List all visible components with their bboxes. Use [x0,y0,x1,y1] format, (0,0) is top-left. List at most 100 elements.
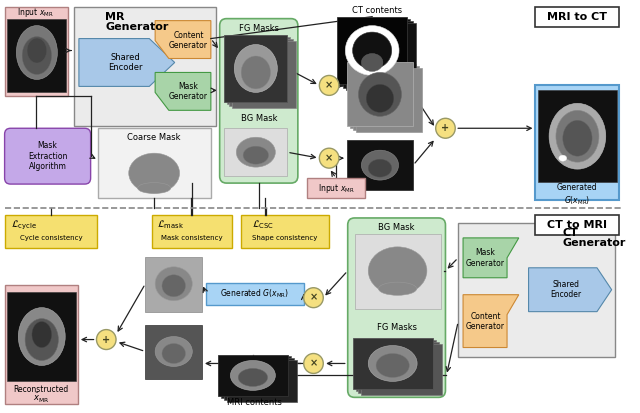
FancyBboxPatch shape [337,17,407,84]
Ellipse shape [345,26,399,76]
Ellipse shape [376,354,410,377]
Text: Shape consistency: Shape consistency [252,235,318,241]
FancyBboxPatch shape [232,40,296,108]
FancyBboxPatch shape [356,339,436,392]
FancyBboxPatch shape [220,19,298,183]
Circle shape [319,148,339,168]
FancyBboxPatch shape [346,23,416,90]
FancyBboxPatch shape [152,215,232,248]
FancyBboxPatch shape [145,257,202,312]
FancyBboxPatch shape [4,285,78,404]
Circle shape [319,76,339,95]
Text: Generated
$G(x_{\mathrm{MR}})$: Generated $G(x_{\mathrm{MR}})$ [557,183,598,206]
Ellipse shape [362,150,399,180]
Circle shape [304,354,323,373]
FancyBboxPatch shape [536,7,620,26]
Text: $\hat{x}_{\mathrm{MR}}$: $\hat{x}_{\mathrm{MR}}$ [33,392,49,406]
FancyBboxPatch shape [223,128,287,176]
Ellipse shape [162,275,186,297]
Text: MR: MR [106,12,125,21]
FancyBboxPatch shape [348,218,445,397]
Circle shape [436,118,455,138]
Ellipse shape [241,56,271,89]
FancyBboxPatch shape [6,292,76,382]
FancyBboxPatch shape [4,7,68,96]
Ellipse shape [155,267,192,301]
Ellipse shape [368,346,417,382]
FancyBboxPatch shape [241,215,329,248]
Ellipse shape [138,183,171,194]
FancyBboxPatch shape [74,7,216,126]
FancyBboxPatch shape [221,356,291,399]
Text: Input $x_{\mathrm{MR}}$: Input $x_{\mathrm{MR}}$ [17,6,54,19]
Text: ×: × [325,81,333,90]
Text: Coarse Mask: Coarse Mask [127,133,181,142]
FancyBboxPatch shape [99,128,211,198]
Text: Mask
Extraction
Algorithm: Mask Extraction Algorithm [28,141,67,171]
Ellipse shape [378,282,417,295]
Text: Mask
Generator: Mask Generator [169,82,208,101]
FancyBboxPatch shape [536,215,620,235]
Text: CT to MRI: CT to MRI [547,220,607,230]
Ellipse shape [559,155,566,161]
Text: FG Masks: FG Masks [376,323,417,332]
Text: MRI contents: MRI contents [227,398,282,407]
Ellipse shape [549,103,606,169]
Text: CT contents: CT contents [352,6,402,15]
Polygon shape [79,38,175,86]
FancyBboxPatch shape [145,325,202,380]
FancyBboxPatch shape [349,64,416,128]
Ellipse shape [236,137,275,167]
Ellipse shape [366,84,394,112]
FancyBboxPatch shape [223,35,287,102]
FancyBboxPatch shape [206,283,304,305]
Ellipse shape [129,153,180,193]
Circle shape [304,288,323,308]
Circle shape [97,330,116,349]
Text: MRI to CT: MRI to CT [547,12,607,21]
Ellipse shape [362,54,383,71]
Text: Shared
Encoder: Shared Encoder [550,280,581,299]
FancyBboxPatch shape [355,234,440,309]
Ellipse shape [162,344,186,363]
FancyBboxPatch shape [6,19,66,93]
Text: ×: × [309,293,317,303]
Polygon shape [155,72,211,110]
Polygon shape [529,268,612,312]
Text: FG Masks: FG Masks [239,24,279,33]
Text: ×: × [325,153,333,163]
FancyBboxPatch shape [347,140,413,190]
FancyBboxPatch shape [538,90,616,182]
Ellipse shape [25,318,58,361]
FancyBboxPatch shape [227,37,290,104]
Ellipse shape [358,72,401,116]
FancyBboxPatch shape [229,38,293,106]
Ellipse shape [32,322,52,347]
FancyBboxPatch shape [347,62,413,126]
Text: $\mathcal{L}_{\mathrm{CSC}}$: $\mathcal{L}_{\mathrm{CSC}}$ [252,218,274,231]
Ellipse shape [234,45,277,93]
FancyBboxPatch shape [458,223,614,358]
Text: ×: × [309,358,317,368]
Text: Mask
Generator: Mask Generator [466,248,505,268]
FancyBboxPatch shape [362,344,442,395]
Text: Mask consistency: Mask consistency [161,235,223,241]
Ellipse shape [155,337,192,366]
Text: $\mathcal{L}_{\mathrm{mask}}$: $\mathcal{L}_{\mathrm{mask}}$ [157,218,184,231]
FancyBboxPatch shape [4,215,97,248]
Text: +: + [442,123,449,133]
Ellipse shape [22,37,52,74]
Text: BG Mask: BG Mask [241,114,277,123]
Text: Input $x_{\mathrm{MR}}$: Input $x_{\mathrm{MR}}$ [317,182,355,195]
Ellipse shape [19,308,65,366]
FancyBboxPatch shape [218,354,288,396]
FancyBboxPatch shape [223,358,294,400]
Text: BG Mask: BG Mask [378,223,415,233]
Text: Shared
Encoder: Shared Encoder [109,53,143,72]
FancyBboxPatch shape [353,337,433,389]
Ellipse shape [368,247,427,295]
FancyBboxPatch shape [307,178,365,198]
Polygon shape [463,238,519,278]
Text: Generator: Generator [563,238,626,248]
FancyBboxPatch shape [227,361,297,402]
